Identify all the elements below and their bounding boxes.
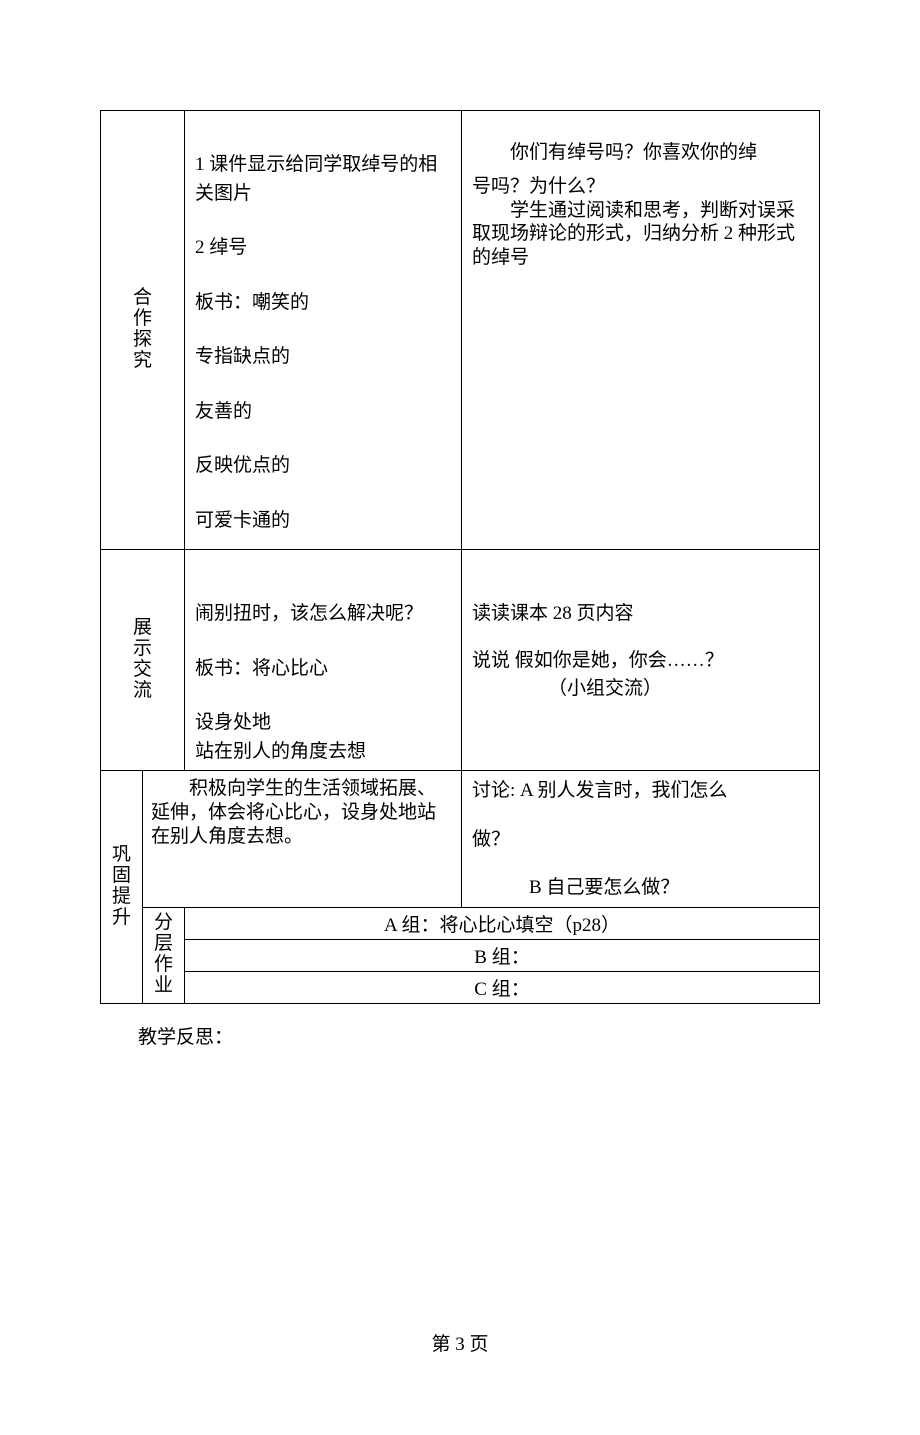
- line: 2 绰号: [195, 234, 451, 263]
- page-number: 第 3 页: [100, 1329, 820, 1356]
- line: 读读课本 28 页内容: [472, 600, 809, 629]
- line: 号吗？为什么？: [472, 175, 809, 199]
- line: 闹别扭时，该怎么解决呢？: [195, 600, 451, 629]
- teacher-activity-cell: 闹别扭时，该怎么解决呢？ 板书：将心比心 设身处地 站在别人的角度去想: [185, 550, 462, 771]
- line: 说说 假如你是她，你会……？: [472, 647, 809, 676]
- section-label-consolidate: 巩固提升: [101, 771, 143, 1004]
- label-text: 合作探究: [133, 288, 152, 372]
- line: 板书：将心比心: [195, 655, 451, 684]
- student-activity-cell: 讨论: A 别人发言时，我们怎么 做？ B 自己要怎么做？: [462, 771, 820, 908]
- line: 讨论: A 别人发言时，我们怎么: [472, 777, 809, 806]
- line: （小组交流）: [472, 675, 809, 704]
- line: 站在别人的角度去想: [195, 738, 451, 767]
- lesson-plan-table: 合作探究 1 课件显示给同学取绰号的相关图片 2 绰号 板书：嘲笑的 专指缺点的…: [100, 110, 820, 1004]
- line: 反映优点的: [195, 452, 451, 481]
- teacher-activity-cell: 积极向学生的生活领域拓展、延伸，体会将心比心，设身处地站在别人角度去想。: [143, 771, 462, 908]
- document-page: 合作探究 1 课件显示给同学取绰号的相关图片 2 绰号 板书：嘲笑的 专指缺点的…: [0, 0, 920, 1435]
- line: 积极向学生的生活领域拓展、延伸，体会将心比心，设身处地站在别人角度去想。: [151, 777, 453, 848]
- homework-b: B 组：: [185, 939, 820, 971]
- homework-a: A 组：将心比心填空（p28）: [185, 907, 820, 939]
- line: 可爱卡通的: [195, 507, 451, 536]
- homework-row: B 组：: [101, 939, 820, 971]
- line: 专指缺点的: [195, 343, 451, 372]
- homework-label: 分层作业: [143, 907, 185, 1003]
- table-row: 合作探究 1 课件显示给同学取绰号的相关图片 2 绰号 板书：嘲笑的 专指缺点的…: [101, 111, 820, 550]
- section-label-cooperation: 合作探究: [101, 111, 185, 550]
- label-text: 分层作业: [154, 913, 173, 997]
- label-text: 巩固提升: [112, 845, 131, 929]
- teaching-reflection-label: 教学反思：: [138, 1022, 820, 1049]
- table-row: 展示交流 闹别扭时，该怎么解决呢？ 板书：将心比心 设身处地 站在别人的角度去想…: [101, 550, 820, 771]
- label-text: 展示交流: [133, 618, 152, 702]
- teacher-activity-cell: 1 课件显示给同学取绰号的相关图片 2 绰号 板书：嘲笑的 专指缺点的 友善的 …: [185, 111, 462, 550]
- line: 板书：嘲笑的: [195, 289, 451, 318]
- table-row: 巩固提升 积极向学生的生活领域拓展、延伸，体会将心比心，设身处地站在别人角度去想…: [101, 771, 820, 908]
- line: 友善的: [195, 398, 451, 427]
- homework-c: C 组：: [185, 971, 820, 1003]
- line: 设身处地: [195, 709, 451, 738]
- student-activity-cell: 读读课本 28 页内容 说说 假如你是她，你会……？ （小组交流）: [462, 550, 820, 771]
- line: 1 课件显示给同学取绰号的相关图片: [195, 151, 451, 208]
- homework-row: 分层作业 A 组：将心比心填空（p28）: [101, 907, 820, 939]
- section-label-display: 展示交流: [101, 550, 185, 771]
- line: B 自己要怎么做？: [472, 874, 809, 903]
- line: 做？: [472, 826, 809, 855]
- homework-row: C 组：: [101, 971, 820, 1003]
- line: 你们有绰号吗？你喜欢你的绰: [472, 141, 809, 165]
- student-activity-cell: 你们有绰号吗？你喜欢你的绰 号吗？为什么？ 学生通过阅读和思考，判断对误采取现场…: [462, 111, 820, 550]
- line: 学生通过阅读和思考，判断对误采取现场辩论的形式，归纳分析 2 种形式的绰号: [472, 199, 809, 270]
